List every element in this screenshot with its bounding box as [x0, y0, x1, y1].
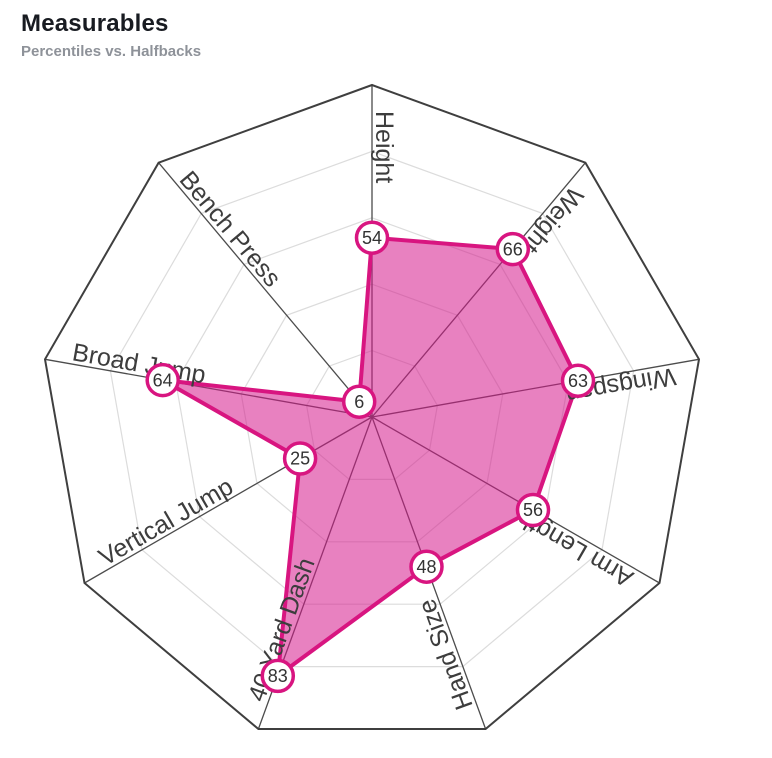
radar-point-value: 25: [290, 449, 310, 469]
radar-grid-ring: [109, 150, 635, 668]
radar-axis-label: Broad Jump: [70, 338, 208, 389]
radar-point-value: 54: [362, 228, 382, 248]
radar-point-marker: [409, 549, 444, 584]
radar-point-marker: [260, 658, 296, 694]
radar-point-value: 56: [523, 500, 543, 520]
chart-header: Measurables Percentiles vs. Halfbacks: [21, 10, 201, 60]
radar-point-marker: [495, 231, 531, 267]
radar-point-value: 48: [416, 557, 436, 577]
radar-axis-spoke: [158, 162, 373, 418]
radar-axis-label: Vertical Jump: [94, 472, 238, 571]
radar-series-polygon: [160, 235, 580, 678]
radar-point-value: 66: [503, 239, 523, 259]
radar-point-marker: [282, 441, 318, 476]
radar-point-marker: [354, 220, 390, 255]
radar-outer-ring: [43, 83, 701, 730]
page-subtitle: Percentiles vs. Halfbacks: [21, 42, 202, 60]
radar-point-marker: [560, 363, 596, 398]
radar-point-marker: [515, 492, 551, 528]
radar-point-value: 83: [268, 666, 288, 686]
radar-axis-label: Height: [370, 111, 398, 183]
radar-point-value: 6: [354, 392, 364, 412]
radar-axis-label: Hand Size: [413, 595, 479, 713]
radar-point-value: 64: [153, 370, 173, 390]
radar-point-marker: [145, 362, 180, 398]
radar-axis-label: Bench Press: [174, 166, 287, 293]
page-title: Measurables: [21, 10, 169, 37]
radar-point-value: 63: [568, 371, 588, 391]
radar-point-marker: [341, 384, 377, 419]
